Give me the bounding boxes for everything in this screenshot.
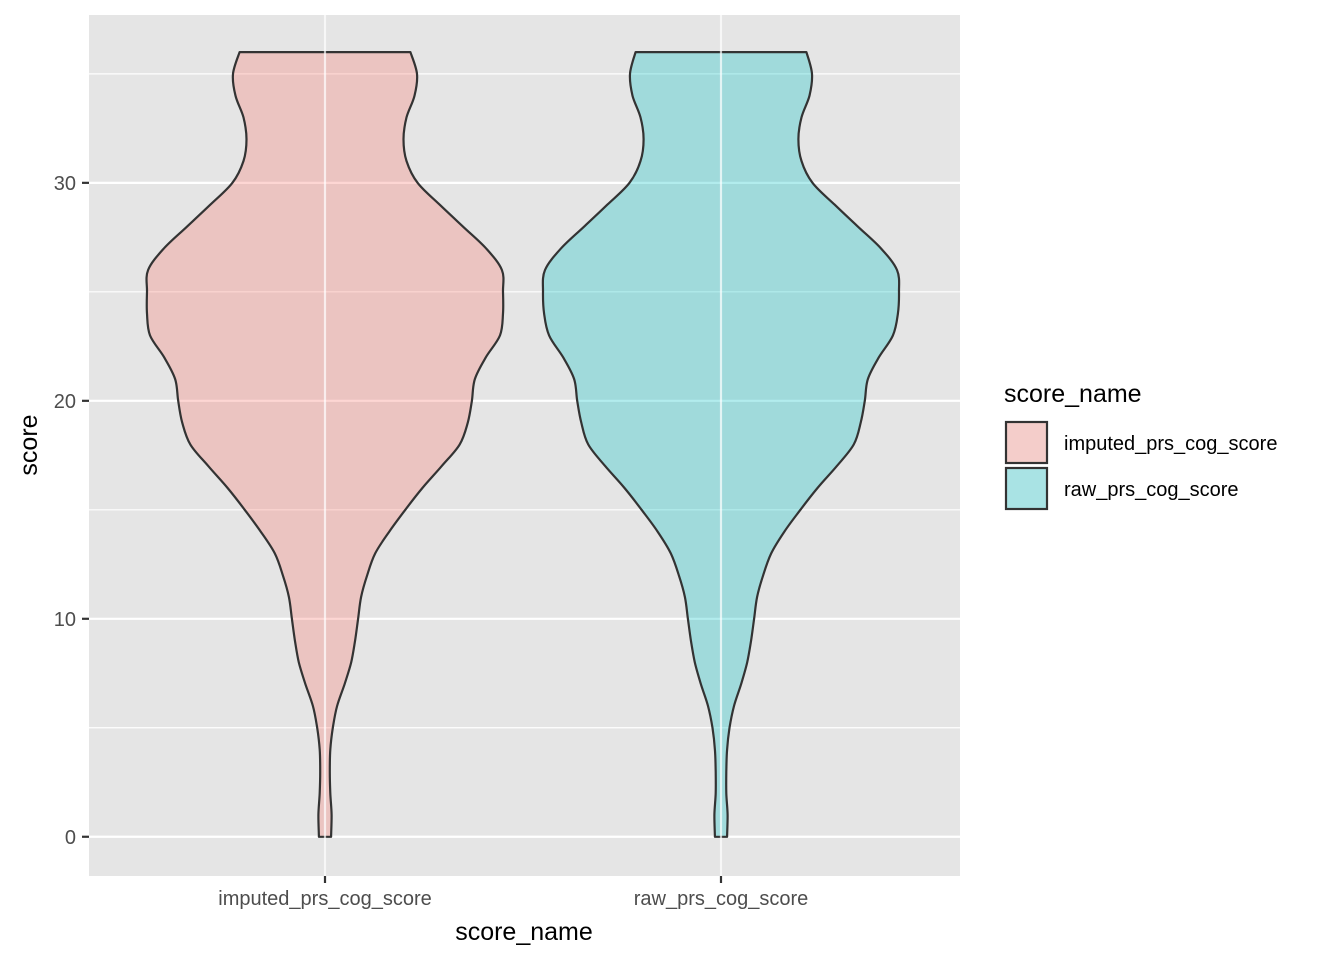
y-tick-label: 20 xyxy=(54,391,76,413)
plot-panel xyxy=(89,15,960,876)
x-axis-title: score_name xyxy=(455,918,593,946)
x-axis: imputed_prs_cog_score raw_prs_cog_score xyxy=(218,876,808,910)
y-tick-label: 0 xyxy=(65,827,76,849)
vertical-gridlines xyxy=(323,15,723,876)
y-axis-title: score xyxy=(15,414,43,475)
legend-title: score_name xyxy=(1004,380,1142,408)
legend-key-bg xyxy=(1005,421,1048,464)
minor-gridlines xyxy=(89,73,960,729)
y-tick-label: 10 xyxy=(54,609,76,631)
legend-label: imputed_prs_cog_score xyxy=(1064,433,1277,455)
legend-items: imputed_prs_cog_score raw_prs_cog_score xyxy=(1004,420,1277,511)
legend-label: raw_prs_cog_score xyxy=(1064,479,1239,501)
y-tick-label: 30 xyxy=(54,173,76,195)
x-tick-label: raw_prs_cog_score xyxy=(634,888,809,910)
major-gridlines xyxy=(89,181,960,838)
legend: score_name imputed_prs_cog_score raw_prs_… xyxy=(1004,380,1277,511)
legend-swatch xyxy=(1004,420,1049,465)
y-axis: 0 10 20 30 xyxy=(54,173,89,849)
x-tick-label: imputed_prs_cog_score xyxy=(218,888,431,910)
legend-swatch xyxy=(1004,466,1049,511)
legend-key-bg xyxy=(1005,467,1048,510)
